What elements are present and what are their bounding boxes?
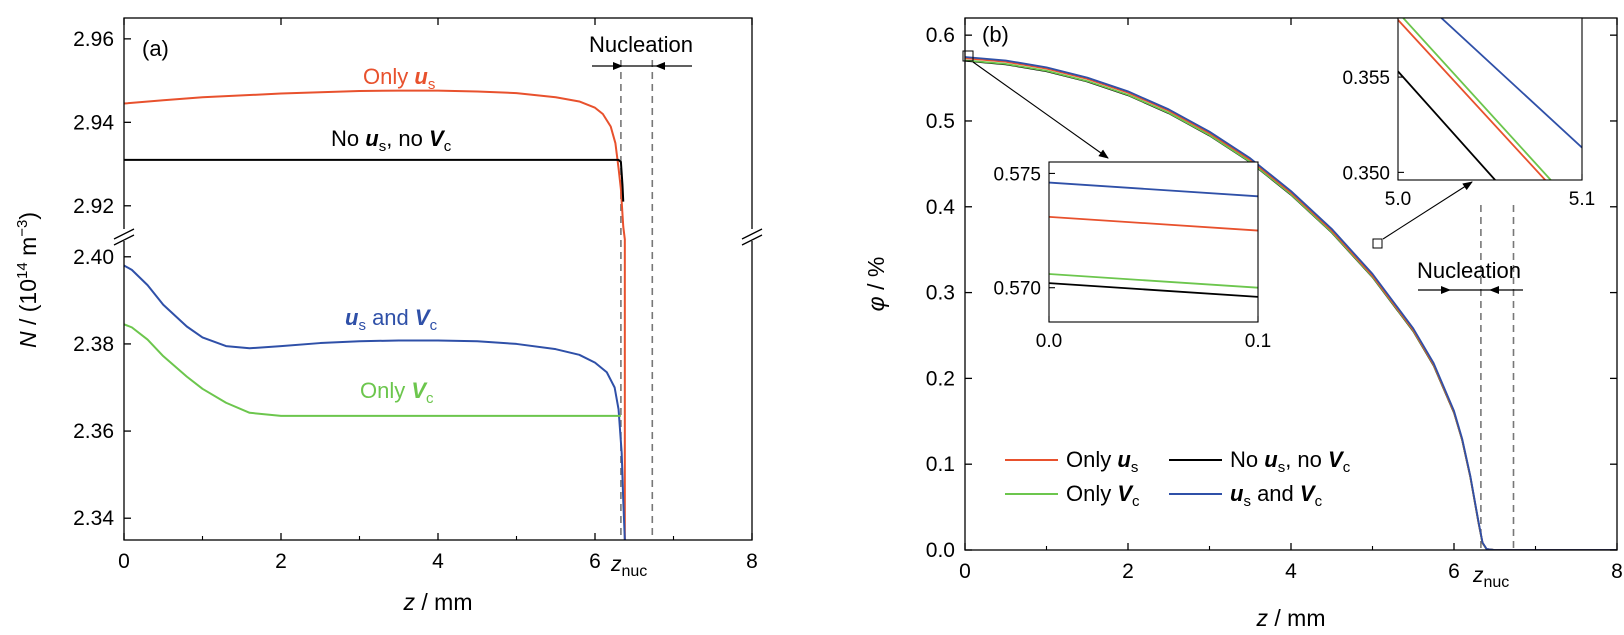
inset-1-y-tick-0: 0.570	[993, 279, 1041, 300]
inset-1-x-tick-1: 0.1	[1245, 331, 1271, 352]
label-only-vc-a: Only Vc	[360, 378, 434, 407]
x-tick-label-b-1: 2	[1122, 560, 1134, 583]
inset-1-line-only_vc	[1049, 273, 1258, 289]
zoom-arrow-1	[972, 61, 1109, 159]
label-us-vc-a: us and Vc	[345, 305, 438, 334]
x-tick-label-a-2: 4	[432, 550, 444, 573]
x-axis-label-b: z / mm	[1256, 605, 1326, 631]
inset-2-line-only_us	[1398, 19, 1547, 180]
series-line-a-none	[124, 158, 625, 202]
x-tick-label-a-0: 0	[118, 550, 130, 573]
y-tick-label-a-top-1: 2.94	[73, 111, 114, 134]
inset-2-line-only_vc	[1401, 18, 1552, 180]
ticks-b: 0 2 4 6 8 0.0 0.1 0.2 0.3 0.4 0.5 0.6	[926, 18, 1623, 583]
inset-2-x-tick-1: 5.1	[1569, 189, 1595, 210]
nucleation-label-b: Nucleation	[1417, 258, 1521, 283]
x-tick-label-b-0: 0	[959, 560, 971, 583]
inset-1: 0.0 0.1 0.570 0.575	[993, 161, 1271, 352]
inset-2: 5.0 5.1 0.350 0.355	[1342, 17, 1595, 210]
y-tick-label-b-0: 0.0	[926, 539, 955, 562]
axis-break-left	[113, 228, 135, 246]
nucleation-dashed-lines-a	[620, 60, 654, 540]
inset-2-frame	[1397, 17, 1583, 181]
inset-2-x-tick-0: 5.0	[1385, 189, 1411, 210]
y-tick-label-a-bottom-1: 2.36	[73, 420, 114, 443]
y-tick-label-a-bottom-3: 2.40	[73, 246, 114, 269]
series-layer-b	[965, 56, 1617, 550]
series-line-a-us_vc	[124, 264, 626, 540]
y-tick-label-a-bottom-0: 2.34	[73, 507, 114, 530]
y-tick-label-b-4: 0.4	[926, 196, 956, 219]
legend-label-us-vc: us and Vc	[1230, 481, 1323, 510]
y-tick-label-a-bottom-2: 2.38	[73, 333, 114, 356]
nucleation-dashed-lines-b	[1480, 205, 1515, 550]
inset-2-line-us_vc	[1440, 18, 1582, 149]
y-tick-label-b-5: 0.5	[926, 110, 955, 133]
inset-1-line-none	[1049, 282, 1258, 298]
zoom-arrow-2	[1382, 181, 1473, 240]
inset-2-ticks: 5.0 5.1 0.350 0.355	[1342, 68, 1595, 210]
panel-label-b: (b)	[982, 22, 1009, 47]
series-layer-a	[124, 89, 626, 540]
inset-2-y-tick-0: 0.350	[1342, 163, 1390, 184]
series-line-a-only_vc	[124, 323, 621, 417]
inset-1-frame	[1048, 161, 1259, 323]
y-tick-label-a-top-2: 2.96	[73, 28, 114, 51]
panel-label-a: (a)	[142, 36, 169, 61]
panel-b: 0 2 4 6 8 0.0 0.1 0.2 0.3 0.4 0.5 0.6 (b) z / mm φ …	[863, 17, 1623, 631]
legend-label-only-vc: Only Vc	[1066, 481, 1140, 510]
axis-break-right	[741, 228, 763, 246]
x-tick-label-b-2: 4	[1285, 560, 1297, 583]
ticks-a: 0 2 4 6 8 2.92 2.94 2.96 2.34 2.36 2.38 2.40	[73, 18, 758, 573]
nucleation-label-a: Nucleation	[589, 32, 693, 57]
znuc-label-b: znuc	[1472, 564, 1509, 591]
y-tick-label-a-top-0: 2.92	[73, 195, 114, 218]
x-tick-label-b-3: 6	[1448, 560, 1460, 583]
legend-b: Only us No us, no Vc Only Vc us and Vc	[1005, 447, 1351, 510]
inset-1-ticks: 0.0 0.1 0.570 0.575	[993, 164, 1271, 352]
znuc-label-a: znuc	[610, 553, 647, 580]
x-tick-label-a-3: 6	[589, 550, 601, 573]
x-axis-label-a: z / mm	[403, 589, 473, 615]
x-tick-label-a-1: 2	[275, 550, 287, 573]
zoom-box-2	[1372, 238, 1383, 249]
y-tick-label-b-1: 0.1	[926, 453, 955, 476]
inset-2-series	[1398, 18, 1582, 180]
y-tick-label-b-6: 0.6	[926, 24, 955, 47]
legend-label-none: No us, no Vc	[1230, 447, 1351, 476]
x-tick-label-b-4: 8	[1611, 560, 1623, 583]
panel-a: 0 2 4 6 8 2.92 2.94 2.96 2.34 2.36 2.38 2.40 (a) z …	[14, 17, 763, 615]
inset-2-line-none	[1398, 70, 1497, 180]
label-only-us-a: Only us	[363, 64, 435, 93]
y-axis-label-a: N / (1014 m−3)	[14, 212, 41, 348]
zoom-box-1	[962, 50, 974, 62]
inset-1-x-tick-0: 0.0	[1036, 331, 1062, 352]
inset-1-line-us_vc	[1049, 181, 1258, 198]
inset-2-y-tick-1: 0.355	[1342, 68, 1390, 89]
legend-label-only-us: Only us	[1066, 447, 1138, 476]
inset-1-series	[1049, 181, 1258, 298]
inset-1-y-tick-1: 0.575	[993, 164, 1041, 185]
series-line-b-us_vc	[965, 56, 1617, 550]
label-none-a: No us, no Vc	[331, 126, 452, 155]
y-tick-label-b-3: 0.3	[926, 282, 955, 305]
inset-1-line-only_us	[1049, 215, 1258, 232]
y-axis-label-b: φ / %	[863, 257, 889, 312]
series-line-a-only_us	[124, 89, 626, 540]
y-tick-label-b-2: 0.2	[926, 367, 955, 390]
x-tick-label-a-4: 8	[746, 550, 758, 573]
